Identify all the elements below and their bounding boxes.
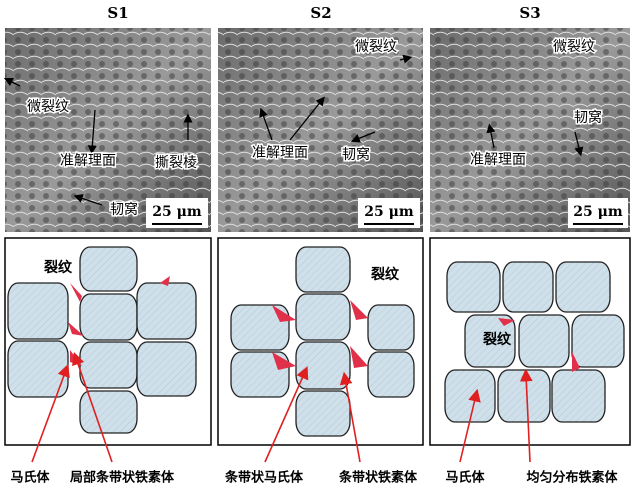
sem-label: 准解理面 bbox=[252, 145, 308, 161]
crack-label: 裂纹 bbox=[370, 266, 400, 283]
sem-label: 准解理面 bbox=[60, 153, 116, 169]
scale-bar: 25 μm bbox=[364, 204, 414, 220]
grain bbox=[445, 370, 495, 422]
grain bbox=[503, 262, 553, 312]
phase-label: 条带状铁素体 bbox=[339, 470, 418, 486]
grain bbox=[552, 370, 605, 422]
sem-label: 韧窝 bbox=[574, 109, 602, 126]
grain bbox=[296, 294, 350, 340]
phase-label: 均匀分布铁素体 bbox=[526, 470, 618, 486]
grain bbox=[80, 294, 137, 340]
grain bbox=[296, 342, 350, 389]
grain bbox=[80, 247, 137, 291]
scale-bar: 25 μm bbox=[573, 204, 623, 220]
sem-label: 微裂纹 bbox=[27, 99, 69, 115]
grain bbox=[498, 370, 550, 422]
grain bbox=[296, 391, 350, 436]
sem-label: 撕裂棱 bbox=[155, 155, 197, 171]
phase-label: 条带状马氏体 bbox=[225, 470, 304, 486]
sem-label: 韧窝 bbox=[342, 146, 370, 163]
grain bbox=[368, 305, 414, 350]
grain bbox=[296, 247, 350, 292]
grain bbox=[556, 262, 610, 312]
column-title: S3 bbox=[519, 4, 540, 22]
crack-label: 裂纹 bbox=[482, 331, 512, 348]
grain bbox=[137, 283, 196, 339]
scale-bar: 25 μm bbox=[152, 204, 202, 220]
grain bbox=[368, 352, 414, 397]
grain bbox=[447, 262, 500, 312]
sem-label: 微裂纹 bbox=[553, 39, 595, 55]
column-title: S1 bbox=[107, 4, 128, 22]
sem-label: 韧窝 bbox=[110, 201, 138, 218]
grain bbox=[8, 283, 68, 339]
grain bbox=[80, 342, 137, 388]
grain bbox=[137, 342, 196, 396]
grain bbox=[519, 315, 569, 367]
grain bbox=[80, 391, 137, 433]
grain bbox=[572, 315, 624, 367]
phase-label: 马氏体 bbox=[445, 470, 485, 486]
sem-label: 微裂纹 bbox=[355, 39, 397, 55]
phase-label: 局部条带状铁素体 bbox=[70, 470, 175, 486]
figure: S1 S2 S3 微裂纹 准解理面 撕裂棱 韧窝 微裂纹 准解理面 韧窝 微裂纹… bbox=[0, 0, 632, 491]
sem-label: 准解理面 bbox=[470, 152, 526, 168]
crack-label: 裂纹 bbox=[43, 259, 73, 276]
phase-label: 马氏体 bbox=[10, 470, 50, 486]
column-title: S2 bbox=[310, 4, 331, 22]
